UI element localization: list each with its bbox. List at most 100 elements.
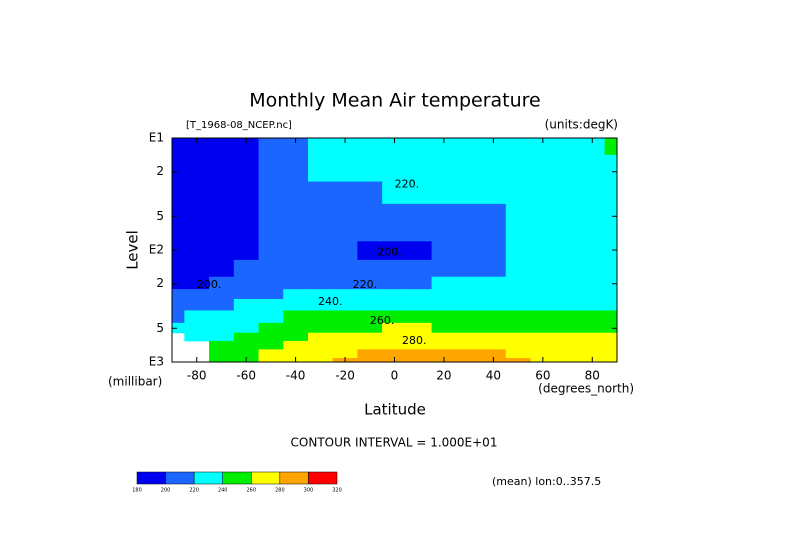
contour-cell	[184, 241, 210, 261]
contour-cell	[332, 259, 358, 278]
colorbar-label: 220	[189, 488, 199, 494]
contour-cell	[604, 203, 618, 225]
contour-cell	[283, 340, 309, 350]
contour-cell	[184, 259, 210, 278]
contour-cell	[283, 241, 309, 261]
contour-cell	[505, 154, 531, 183]
contour-cell	[456, 310, 482, 324]
contour-cell	[382, 349, 408, 359]
contour-cell	[258, 340, 284, 350]
contour-cell	[456, 241, 482, 261]
contour-cell	[481, 224, 507, 242]
contour-cell	[555, 332, 581, 342]
contour-cell	[579, 259, 606, 278]
contour-cell	[579, 322, 606, 334]
contour-cell	[456, 332, 482, 342]
contour-cell	[530, 310, 556, 324]
contour-cell	[307, 138, 334, 156]
contour-cell	[209, 138, 235, 156]
contour-cell	[258, 310, 284, 324]
contour-cell	[307, 332, 334, 342]
contour-cell	[332, 203, 358, 225]
contour-cell	[406, 358, 433, 363]
contour-cell	[505, 358, 531, 363]
colorbar-label: 240	[218, 488, 228, 494]
contour-cell	[481, 259, 507, 278]
contour-cell	[530, 332, 556, 342]
contour-cell	[505, 276, 531, 290]
contour-cell	[209, 259, 235, 278]
contour-cell	[172, 289, 185, 300]
contour-cell	[233, 203, 260, 225]
contour-cell	[307, 289, 334, 300]
contour-cell	[505, 138, 531, 156]
contour-cell	[456, 299, 482, 311]
contour-cell	[604, 181, 618, 205]
contour-cell	[530, 349, 556, 359]
contour-cell	[233, 349, 260, 359]
x-tick-label: 0	[391, 369, 399, 383]
contour-cell	[209, 349, 235, 359]
colorbar-swatch	[308, 471, 338, 485]
contour-cell	[505, 241, 531, 261]
contour-cell	[233, 299, 260, 311]
contour-cell	[530, 154, 556, 183]
contour-cell	[481, 276, 507, 290]
contour-cell	[233, 276, 260, 290]
contour-cell	[209, 332, 235, 342]
contour-cell	[406, 289, 433, 300]
contour-cell	[604, 349, 618, 359]
x-tick-label: 40	[486, 369, 501, 383]
contour-cell	[481, 289, 507, 300]
y-tick-label: E3	[149, 355, 164, 369]
contour-cell	[184, 154, 210, 183]
contour-cell	[382, 259, 408, 278]
contour-cell	[456, 322, 482, 334]
contour-cell	[307, 181, 334, 205]
contour-cell	[172, 154, 185, 183]
contour-cell	[357, 224, 383, 242]
contour-cell	[283, 349, 309, 359]
contour-cell	[184, 203, 210, 225]
contour-cell	[431, 154, 457, 183]
contour-cell	[233, 224, 260, 242]
contour-cell	[406, 349, 433, 359]
contour-cell	[530, 289, 556, 300]
contour-cell	[357, 241, 383, 261]
y-tick-label: E1	[149, 131, 164, 145]
contour-cell	[357, 181, 383, 205]
contour-cell	[332, 224, 358, 242]
contour-cell	[307, 276, 334, 290]
contour-cell	[382, 154, 408, 183]
contour-cell	[555, 259, 581, 278]
contour-cell	[209, 299, 235, 311]
contour-cell	[258, 181, 284, 205]
contour-cell	[209, 276, 235, 290]
contour-cell	[431, 310, 457, 324]
contour-cell	[172, 310, 185, 324]
contour-cell	[579, 340, 606, 350]
contour-cell	[357, 154, 383, 183]
contour-cell	[258, 276, 284, 290]
contour-cell	[382, 181, 408, 205]
contour-cell	[357, 310, 383, 324]
contour-cell	[307, 203, 334, 225]
contour-cell	[406, 310, 433, 324]
chart-title: Monthly Mean Air temperature	[249, 90, 540, 112]
contour-cell	[172, 203, 185, 225]
contour-cell	[172, 322, 185, 334]
contour-cell	[530, 276, 556, 290]
contour-cell	[258, 299, 284, 311]
contour-cell	[172, 241, 185, 261]
y-tick-label: 5	[156, 209, 164, 223]
contour-cell	[209, 241, 235, 261]
contour-cell	[431, 349, 457, 359]
y-axis-label: Level	[124, 230, 142, 270]
contour-cell	[258, 224, 284, 242]
contour-cell	[604, 241, 618, 261]
x-tick-label: -80	[187, 369, 207, 383]
contour-cell	[604, 340, 618, 350]
x-tick-label: 80	[585, 369, 600, 383]
y-tick-label: 5	[156, 321, 164, 335]
x-tick-label: 20	[436, 369, 451, 383]
